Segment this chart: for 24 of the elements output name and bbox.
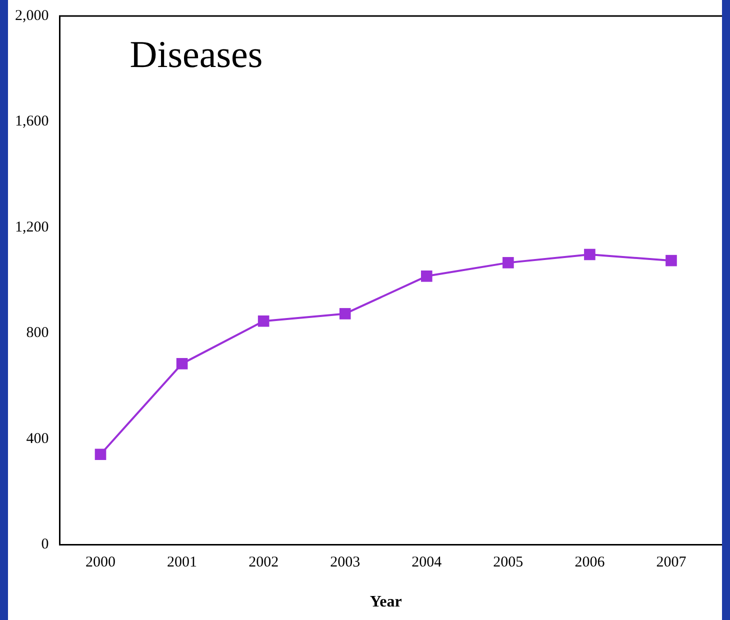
point xyxy=(584,248,596,260)
x-tick-label: 2007 xyxy=(656,554,687,571)
x-tick-label: 2006 xyxy=(574,554,606,571)
y-tick-label: 400 xyxy=(26,430,49,447)
x-tick-label: 2001 xyxy=(167,554,198,571)
y-tick-label: 1,200 xyxy=(15,219,49,236)
point xyxy=(339,308,351,320)
x-axis-title: Year xyxy=(370,594,402,611)
y-tick-label: 1,600 xyxy=(15,114,49,130)
x-tick-label: 2005 xyxy=(493,554,524,571)
point xyxy=(420,270,432,282)
point xyxy=(502,257,514,268)
point xyxy=(258,315,270,327)
x-tick-label: 2002 xyxy=(248,554,279,571)
y-tick-label: 800 xyxy=(26,325,49,342)
point xyxy=(666,254,677,266)
text: Diseases xyxy=(130,34,263,76)
x-tick-label: 2003 xyxy=(330,554,360,571)
point xyxy=(94,448,106,460)
y-tick-label: 0 xyxy=(41,536,49,553)
point xyxy=(176,358,188,370)
x-tick-label: 2000 xyxy=(86,554,116,571)
y-tick-label: 2,000 xyxy=(15,8,49,24)
x-tick-label: 2004 xyxy=(412,554,442,571)
